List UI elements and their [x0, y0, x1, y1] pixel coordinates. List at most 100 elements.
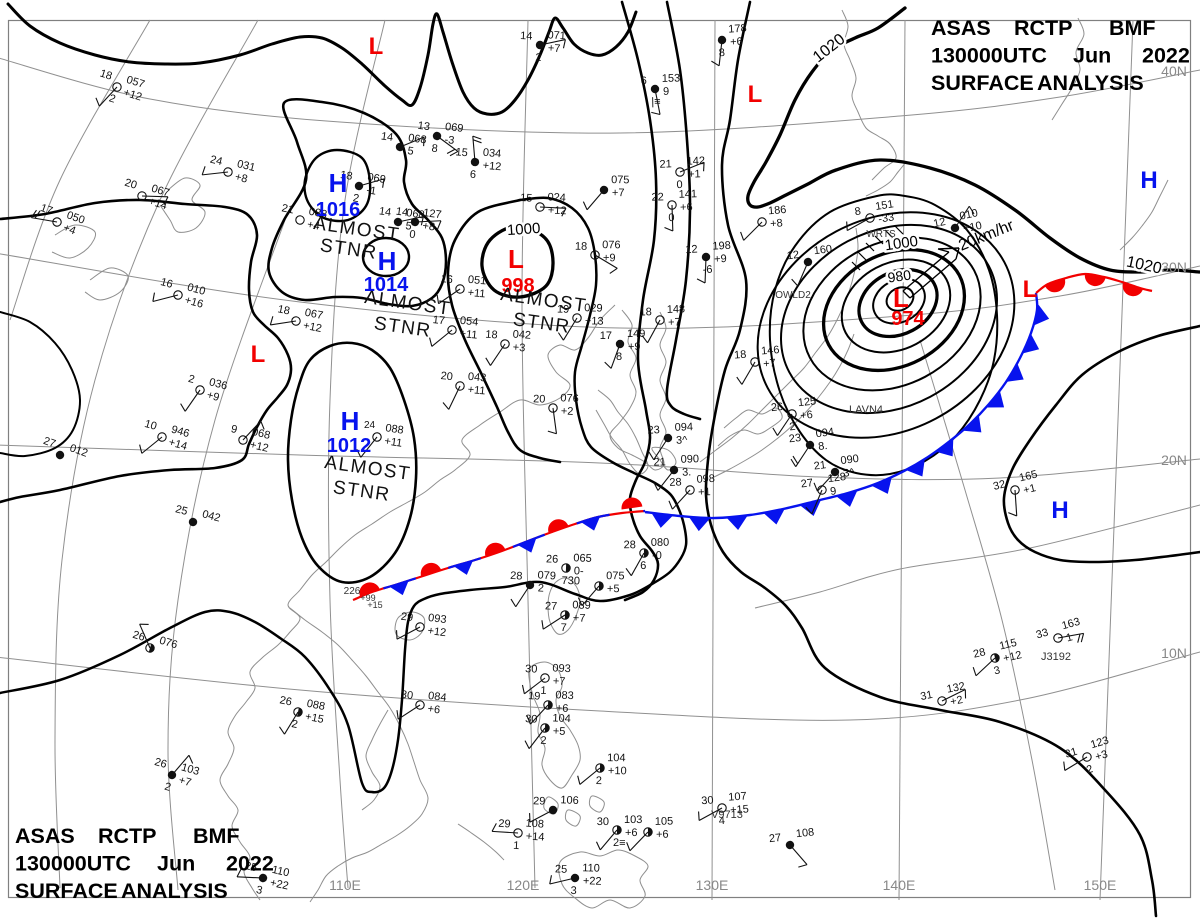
svg-text:0: 0 [668, 212, 674, 224]
svg-text:1: 1 [540, 685, 547, 697]
svg-text:151: 151 [874, 198, 894, 213]
svg-text:083: 083 [555, 689, 574, 702]
svg-text:12: 12 [685, 243, 698, 256]
svg-text:+10: +10 [608, 765, 627, 777]
svg-text:+6: +6 [656, 829, 669, 841]
svg-text:ANALYSIS: ANALYSIS [1037, 71, 1144, 95]
svg-text:18: 18 [277, 303, 291, 317]
svg-text:088: 088 [308, 206, 328, 221]
svg-text:-33: -33 [877, 211, 895, 225]
svg-text:098: 098 [696, 473, 715, 486]
svg-text:6: 6 [640, 560, 646, 572]
svg-text:140E: 140E [883, 877, 916, 893]
svg-text:17: 17 [432, 314, 445, 327]
svg-text:32: 32 [992, 478, 1007, 493]
svg-text:1012: 1012 [327, 435, 372, 457]
svg-text:SURFACE: SURFACE [931, 71, 1034, 95]
svg-text:+6: +6 [625, 827, 638, 839]
svg-text:1: 1 [513, 840, 520, 852]
svg-text:30: 30 [525, 713, 538, 726]
svg-text:163: 163 [1061, 616, 1082, 632]
svg-text:034: 034 [482, 147, 501, 161]
svg-text:2≡: 2≡ [613, 837, 626, 849]
svg-text:12: 12 [932, 216, 946, 230]
svg-text:+5: +5 [607, 583, 620, 595]
svg-text:27: 27 [768, 832, 781, 845]
svg-text:BMF: BMF [193, 824, 240, 848]
svg-text:25: 25 [244, 860, 259, 874]
svg-text:+8: +8 [422, 220, 436, 233]
svg-text:+9: +9 [205, 389, 220, 404]
svg-text:160: 160 [813, 243, 833, 257]
svg-text:075: 075 [606, 570, 625, 582]
svg-text:26: 26 [546, 553, 559, 565]
svg-text:+15: +15 [730, 803, 749, 816]
svg-text:226: 226 [344, 586, 361, 597]
svg-text:+7: +7 [548, 42, 561, 55]
svg-text:108: 108 [795, 826, 815, 840]
svg-text:V9713: V9713 [711, 809, 743, 821]
svg-text:103: 103 [624, 814, 642, 826]
svg-text:14: 14 [520, 30, 533, 43]
svg-text:+7: +7 [553, 675, 566, 688]
svg-text:110: 110 [582, 862, 600, 874]
svg-text:094: 094 [675, 421, 694, 434]
svg-text:130000UTC: 130000UTC [931, 44, 1047, 68]
svg-text:+2: +2 [949, 694, 964, 708]
svg-text:RCTP: RCTP [98, 824, 157, 848]
svg-text:LAVN4: LAVN4 [849, 404, 883, 416]
svg-text:28: 28 [510, 570, 523, 583]
svg-text:17: 17 [600, 330, 612, 342]
svg-text:3: 3 [993, 664, 1002, 677]
svg-text:-0: -0 [652, 550, 662, 562]
svg-text:31: 31 [1064, 746, 1079, 761]
svg-text:142: 142 [686, 155, 705, 168]
svg-text:21: 21 [281, 202, 295, 216]
svg-text:+12: +12 [427, 625, 447, 639]
svg-text:+6: +6 [680, 201, 693, 213]
svg-text:1000: 1000 [506, 220, 540, 239]
svg-text:22: 22 [651, 191, 664, 203]
svg-text:153: 153 [662, 72, 681, 84]
svg-text:23: 23 [788, 432, 802, 445]
svg-text:123: 123 [1089, 735, 1110, 752]
svg-text:024: 024 [547, 191, 566, 204]
svg-text:15: 15 [520, 192, 533, 205]
svg-text:H: H [329, 168, 348, 198]
svg-text:25: 25 [174, 503, 189, 518]
svg-text:18: 18 [98, 68, 113, 83]
svg-text:19: 19 [557, 303, 570, 315]
svg-text:+22: +22 [583, 875, 602, 888]
svg-text:2: 2 [107, 92, 116, 105]
svg-text:23: 23 [647, 424, 660, 436]
svg-text:25: 25 [555, 863, 568, 875]
svg-text:20N: 20N [1161, 452, 1187, 468]
svg-text:27: 27 [545, 600, 558, 612]
svg-text:18: 18 [339, 169, 353, 183]
svg-text:042: 042 [512, 329, 531, 342]
svg-text:21: 21 [659, 158, 672, 170]
svg-text:20: 20 [533, 393, 546, 405]
svg-text:130E: 130E [696, 877, 729, 893]
svg-text:6: 6 [641, 75, 647, 87]
svg-text:H: H [1140, 167, 1157, 194]
svg-text:029: 029 [584, 302, 603, 314]
svg-text:115: 115 [998, 637, 1018, 653]
svg-text:H: H [341, 406, 360, 436]
svg-text:125: 125 [797, 395, 817, 409]
svg-text:18: 18 [485, 329, 498, 342]
svg-text:075: 075 [611, 174, 629, 186]
svg-text:042: 042 [201, 508, 222, 524]
svg-text:-3: -3 [444, 134, 455, 147]
svg-text:104: 104 [607, 752, 626, 764]
svg-text:ASAS: ASAS [931, 16, 991, 40]
svg-text:090: 090 [840, 453, 860, 467]
svg-text:+8: +8 [770, 217, 784, 230]
svg-text:40N: 40N [1161, 63, 1187, 79]
svg-text:127: 127 [422, 207, 442, 221]
svg-text:H: H [378, 246, 397, 276]
svg-text:068: 068 [251, 426, 272, 442]
svg-text:14: 14 [378, 205, 392, 219]
svg-text:OWLD2: OWLD2 [775, 290, 811, 301]
svg-text:30: 30 [525, 663, 538, 676]
